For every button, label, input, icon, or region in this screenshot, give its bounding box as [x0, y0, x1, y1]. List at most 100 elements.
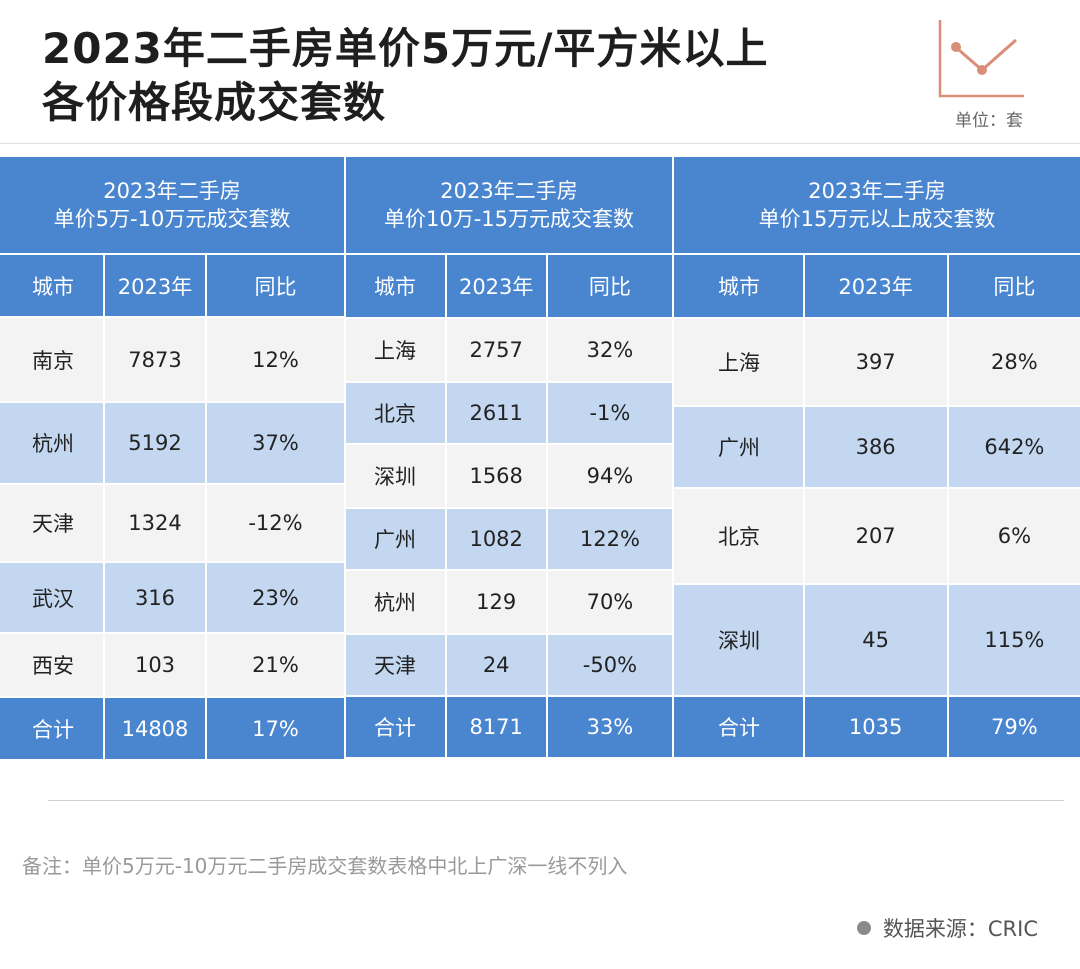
- title-line-2: 各价格段成交套数: [42, 78, 387, 127]
- total-label: 合计: [0, 698, 105, 760]
- page-title: 2023年二手房单价5万元/平方米以上 各价格段成交套数: [42, 22, 768, 130]
- table-5-10: 2023年二手房 单价5万-10万元成交套数 城市 2023年 同比 南京 7873 12% 杭…: [0, 157, 344, 762]
- column-header-row: 城市 2023年 同比: [674, 255, 1080, 319]
- column-header: 同比: [588, 275, 631, 299]
- table-row: 深圳 45 115%: [674, 585, 1080, 697]
- table-row: 天津 1324 -12%: [0, 484, 344, 563]
- total-row: 合计 1035 79%: [674, 697, 1080, 759]
- yoy-cell: 70%: [586, 590, 634, 614]
- volume-cell: 1324: [105, 484, 207, 561]
- volume-cell: 386: [805, 407, 949, 487]
- table-title-line-1: 2023年二手房: [103, 178, 241, 203]
- column-header-row: 城市 2023年 同比: [0, 254, 344, 319]
- column-header: 同比: [254, 274, 297, 299]
- volume-cell: 5192: [105, 403, 207, 483]
- city-cell: 武汉: [0, 562, 105, 633]
- total-volume: 1035: [805, 697, 949, 757]
- volume-cell: 129: [447, 571, 548, 633]
- yoy-cell: -12%: [248, 510, 303, 535]
- table-title-line-1: 2023年二手房: [808, 179, 946, 203]
- yoy-cell: -1%: [589, 401, 631, 425]
- total-yoy: 79%: [991, 715, 1038, 739]
- yoy-cell: 122%: [579, 527, 640, 551]
- city-cell: 深圳: [346, 445, 447, 507]
- volume-cell: 7873: [105, 318, 207, 402]
- table-title-line-2: 单价10万-15万元成交套数: [383, 207, 635, 231]
- table-title-line-1: 2023年二手房: [440, 179, 578, 203]
- yoy-cell: 37%: [252, 431, 299, 456]
- total-yoy: 33%: [586, 715, 634, 739]
- table-title: 2023年二手房单价10万-15万元成交套数: [346, 157, 672, 255]
- table-row: 北京 207 6%: [674, 489, 1080, 585]
- city-cell: 上海: [346, 319, 447, 381]
- yoy-cell: 32%: [586, 338, 634, 362]
- total-yoy: 17%: [252, 716, 299, 741]
- yoy-cell: 28%: [991, 350, 1038, 374]
- bottom-divider: [48, 800, 1064, 801]
- source-line: 数据来源：CRIC: [856, 913, 1038, 943]
- line-chart-logo-icon: [938, 20, 1024, 98]
- city-cell: 广州: [674, 407, 805, 487]
- volume-cell: 397: [805, 319, 949, 405]
- total-volume: 8171: [447, 697, 548, 757]
- table-row: 深圳 1568 94%: [346, 445, 672, 509]
- total-label: 合计: [346, 697, 447, 757]
- city-cell: 杭州: [346, 571, 447, 633]
- city-cell: 天津: [0, 484, 105, 561]
- city-cell: 深圳: [674, 585, 805, 695]
- yoy-cell: -50%: [582, 653, 638, 677]
- top-divider: [0, 143, 1080, 144]
- column-header: 城市: [346, 255, 447, 317]
- volume-cell: 2757: [447, 319, 548, 381]
- total-row: 合计 8171 33%: [346, 697, 672, 759]
- yoy-cell: 642%: [984, 435, 1045, 459]
- yoy-cell: 23%: [252, 585, 299, 610]
- yoy-cell: 21%: [252, 653, 299, 678]
- column-header-row: 城市 2023年 同比: [346, 255, 672, 319]
- table-10-15: 2023年二手房单价10万-15万元成交套数城市 2023年 同比上海 2757 32%…: [344, 157, 672, 761]
- volume-cell: 24: [447, 635, 548, 695]
- column-header: 城市: [674, 255, 805, 317]
- total-row: 合计 14808 17%: [0, 698, 344, 762]
- column-header: 同比: [993, 275, 1036, 299]
- source-text: 数据来源：CRIC: [882, 917, 1038, 941]
- title-line-1: 2023年二手房单价5万元/平方米以上: [42, 24, 769, 73]
- table-row: 武汉 316 23%: [0, 562, 344, 635]
- table-row: 上海 2757 32%: [346, 319, 672, 383]
- table-title: 2023年二手房单价15万元以上成交套数: [674, 157, 1080, 255]
- city-cell: 上海: [674, 319, 805, 405]
- volume-cell: 45: [805, 585, 949, 695]
- yoy-cell: 94%: [586, 464, 634, 488]
- table-row: 杭州 129 70%: [346, 571, 672, 635]
- table-row: 天津 24 -50%: [346, 635, 672, 697]
- city-cell: 广州: [346, 509, 447, 569]
- table-row: 广州 1082 122%: [346, 509, 672, 571]
- table-title-line-2: 单价15万元以上成交套数: [758, 207, 996, 231]
- city-cell: 西安: [0, 634, 105, 697]
- tables-area: 2023年二手房 单价5万-10万元成交套数 城市 2023年 同比 南京 7873 12% 杭…: [0, 157, 1080, 762]
- column-header: 2023年: [447, 255, 548, 317]
- volume-cell: 316: [105, 562, 207, 633]
- city-cell: 天津: [346, 635, 447, 695]
- table-row: 北京 2611 -1%: [346, 383, 672, 445]
- total-label: 合计: [674, 697, 805, 757]
- column-header: 城市: [0, 254, 105, 317]
- total-volume: 14808: [105, 698, 207, 760]
- city-cell: 北京: [674, 489, 805, 583]
- table-title: 2023年二手房单价5万-10万元成交套数: [0, 157, 344, 255]
- dot-icon: [856, 921, 871, 935]
- footnote: 备注：单价5万元-10万元二手房成交套数表格中北上广深一线不列入: [22, 854, 628, 878]
- column-header: 2023年: [105, 254, 207, 317]
- table-title-line-2: 单价5万-10万元成交套数: [53, 206, 291, 231]
- column-header: 2023年: [805, 255, 949, 317]
- city-cell: 杭州: [0, 403, 105, 483]
- table-row: 南京 7873 12%: [0, 318, 344, 404]
- table-row: 广州 386 642%: [674, 407, 1080, 489]
- yoy-cell: 12%: [252, 347, 299, 372]
- volume-cell: 1568: [447, 445, 548, 507]
- volume-cell: 103: [105, 634, 207, 697]
- volume-cell: 207: [805, 489, 949, 583]
- table-row: 上海 397 28%: [674, 319, 1080, 407]
- volume-cell: 2611: [447, 383, 548, 443]
- table-15-plus: 2023年二手房单价15万元以上成交套数城市 2023年 同比上海 397 28% 广州 3…: [672, 157, 1080, 761]
